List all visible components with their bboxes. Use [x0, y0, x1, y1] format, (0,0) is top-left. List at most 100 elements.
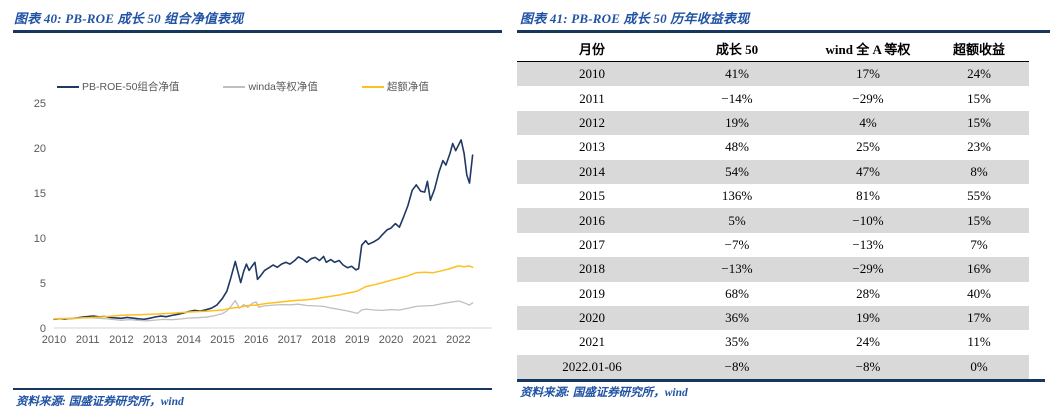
legend-item-portfolio: PB-ROE-50组合净值 — [57, 79, 179, 94]
table-cell: 24% — [856, 334, 880, 350]
legend-label-excess: 超额净值 — [386, 81, 429, 93]
table-header-cell: 月份 — [578, 42, 605, 57]
figure-41-title-rule — [517, 30, 1050, 33]
table-row: 2010 41% 17% 24% — [517, 62, 1029, 87]
table-row: 2020 36% 19% 17% — [517, 305, 1029, 331]
table-cell: 2022.01-06 — [562, 358, 622, 374]
x-axis-tick-label: 2015 — [210, 334, 234, 346]
table-cell: 25% — [856, 139, 880, 155]
table-row: 2013 48% 25% 23% — [517, 135, 1029, 159]
x-axis-tick-label: 2011 — [76, 334, 100, 346]
table-cell: 81% — [856, 188, 880, 204]
x-axis-tick-label: 2019 — [345, 334, 369, 346]
x-axis-tick-label: 2014 — [177, 334, 201, 346]
table-cell: 16% — [967, 261, 991, 277]
figure-41-bottom-rule — [517, 379, 1045, 382]
table-cell: 136% — [721, 188, 753, 204]
table-cell: 2019 — [579, 285, 605, 301]
chart-legend: PB-ROE-50组合净值 winda等权净值 超额净值 — [57, 79, 429, 94]
net-value-line-chart: 0 5 10 15 20 25 2010 2011 2012 2013 2014 2015 2016 20… — [34, 98, 492, 346]
table-cell: −8% — [724, 358, 750, 374]
table-cell: −7% — [724, 236, 750, 252]
figure-41-source: 资料来源: 国盛证券研究所，wind — [520, 387, 688, 399]
table-header-cell: 超额收益 — [952, 42, 1005, 57]
table-row: 2019 68% 28% 40% — [517, 282, 1029, 306]
table-cell: 17% — [967, 310, 991, 326]
table-cell: 2020 — [579, 310, 605, 326]
y-axis-tick-label: 5 — [40, 278, 46, 290]
table-cell: 2021 — [579, 334, 605, 350]
table-row: 2011 −14% −29% 15% — [517, 86, 1029, 110]
y-axis-tick-label: 20 — [34, 143, 46, 155]
table-cell: 15% — [967, 114, 991, 130]
table-cell: 35% — [725, 334, 749, 350]
y-axis-tick-label: 10 — [34, 233, 46, 245]
x-axis-tick-label: 2021 — [412, 334, 436, 346]
table-cell: 15% — [967, 90, 991, 106]
x-axis-tick-label: 2012 — [109, 334, 133, 346]
figure-40-net-value-chart-panel: 图表 40: PB-ROE 成长 50 组合净值表现 PB-ROE-50组合净值… — [0, 0, 505, 418]
table-cell: 2013 — [579, 139, 605, 155]
series-line-2 — [53, 265, 474, 320]
x-axis-tick-label: 2010 — [42, 334, 66, 346]
table-cell: 19% — [856, 310, 880, 326]
table-cell: 41% — [725, 66, 749, 82]
table-cell: 0% — [970, 358, 988, 374]
excess-line-swatch-icon — [361, 85, 384, 88]
table-cell: 24% — [967, 66, 991, 82]
table-cell: 4% — [859, 114, 877, 130]
table-body: 2010 41% 17% 24% 2011 −14% −29% 15% 2012 19% 4% 15%… — [517, 62, 1029, 380]
table-cell: 2018 — [579, 261, 605, 277]
table-header-cell: 成长 50 — [715, 42, 759, 57]
table-row: 2014 54% 47% 8% — [517, 159, 1029, 184]
y-axis-tick-label: 0 — [40, 323, 46, 335]
table-row: 2016 5% −10% 15% — [517, 208, 1029, 233]
table-cell: 23% — [967, 139, 991, 155]
x-axis-tick-label: 2018 — [311, 334, 335, 346]
figure-40-bottom-rule — [13, 388, 492, 390]
table-cell: −8% — [855, 358, 881, 374]
x-axis-tick-label: 2017 — [278, 334, 302, 346]
table-cell: 47% — [856, 163, 880, 179]
figure-41-title: 图表 41: PB-ROE 成长 50 历年收益表现 — [520, 11, 750, 26]
figure-40-source: 资料来源: 国盛证券研究所，wind — [16, 396, 184, 408]
annual-returns-table: 月份 成长 50 wind 全 A 等权 超额收益 2010 41% 17% 24% 2011… — [517, 36, 1029, 380]
table-cell: 40% — [967, 285, 991, 301]
portfolio-line-swatch-icon — [57, 85, 79, 88]
table-cell: 2012 — [579, 114, 605, 130]
legend-label-winda: winda等权净值 — [248, 81, 318, 93]
table-row: 2022.01-06 −8% −8% 0% — [517, 354, 1029, 380]
table-cell: −29% — [852, 90, 884, 106]
table-row: 2012 19% 4% 15% — [517, 110, 1029, 136]
figure-41-annual-returns-panel: 图表 41: PB-ROE 成长 50 历年收益表现 月份 成长 50 wind 全… — [517, 0, 1057, 418]
table-cell: 11% — [967, 334, 991, 350]
table-row: 2021 35% 24% 11% — [517, 330, 1029, 354]
winda-line-swatch-icon — [223, 85, 246, 88]
table-header-cell: wind 全 A 等权 — [825, 42, 911, 57]
x-axis-tick-label: 2020 — [379, 334, 403, 346]
table-cell: −14% — [721, 90, 753, 106]
table-cell: 19% — [725, 114, 749, 130]
table-cell: −13% — [852, 236, 884, 252]
table-cell: 17% — [856, 66, 880, 82]
table-cell: 7% — [970, 236, 988, 252]
table-cell: 54% — [725, 163, 749, 179]
table-cell: 5% — [728, 212, 746, 228]
x-axis-tick-label: 2013 — [143, 334, 167, 346]
series-line-0 — [53, 139, 474, 321]
table-cell: 48% — [725, 139, 749, 155]
x-axis-tick-label: 2016 — [244, 334, 268, 346]
table-cell: 2010 — [579, 66, 605, 82]
table-header-row: 月份 成长 50 wind 全 A 等权 超额收益 — [517, 36, 1029, 62]
table-row: 2018 −13% −29% 16% — [517, 257, 1029, 282]
table-row: 2015 136% 81% 55% — [517, 184, 1029, 208]
figure-40-title: 图表 40: PB-ROE 成长 50 组合净值表现 — [14, 11, 244, 26]
table-cell: 55% — [967, 188, 991, 204]
table-cell: 68% — [725, 285, 749, 301]
table-row: 2017 −7% −13% 7% — [517, 233, 1029, 257]
table-cell: 15% — [967, 212, 991, 228]
table-cell: −29% — [852, 261, 884, 277]
legend-item-winda: winda等权净值 — [223, 79, 318, 94]
figure-40-title-rule — [13, 30, 502, 33]
table-cell: 2014 — [579, 163, 605, 179]
